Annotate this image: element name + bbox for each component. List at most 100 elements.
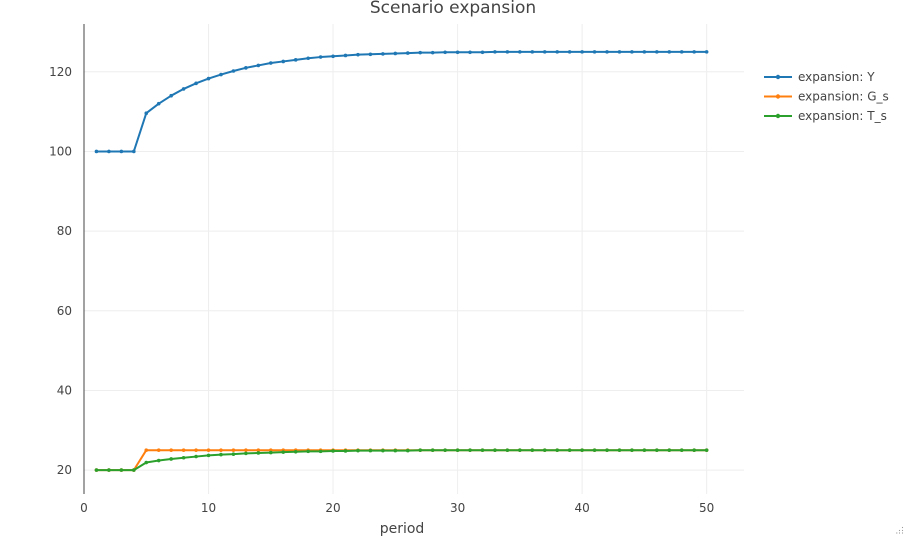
data-point[interactable] <box>405 51 410 55</box>
data-point[interactable] <box>692 448 696 452</box>
data-point[interactable] <box>518 50 522 54</box>
data-point[interactable] <box>194 448 198 452</box>
data-point[interactable] <box>244 451 248 456</box>
data-point[interactable] <box>567 50 572 54</box>
series-line[interactable] <box>96 449 707 472</box>
data-point[interactable] <box>119 149 124 154</box>
data-point[interactable] <box>169 93 173 98</box>
data-point[interactable] <box>169 448 173 452</box>
data-point[interactable] <box>231 69 236 73</box>
data-point[interactable] <box>580 448 584 452</box>
data-point[interactable] <box>268 61 273 65</box>
data-point[interactable] <box>293 58 298 62</box>
data-point[interactable] <box>692 50 696 54</box>
data-point[interactable] <box>169 457 173 461</box>
legend[interactable]: expansion: Y expansion: G_s expansion: T_s <box>764 70 889 123</box>
data-point[interactable] <box>555 448 560 452</box>
plot-area[interactable] <box>94 50 709 472</box>
data-point[interactable] <box>655 448 659 452</box>
data-point[interactable] <box>156 101 161 106</box>
data-point[interactable] <box>455 448 460 452</box>
data-point[interactable] <box>219 452 223 457</box>
data-point[interactable] <box>381 448 385 453</box>
data-point[interactable] <box>667 448 672 452</box>
data-point[interactable] <box>256 63 261 68</box>
data-point[interactable] <box>430 448 435 452</box>
data-point[interactable] <box>580 50 584 54</box>
data-point[interactable] <box>480 448 485 452</box>
data-point[interactable] <box>393 51 398 56</box>
data-point[interactable] <box>530 50 535 54</box>
series-3[interactable] <box>94 448 709 472</box>
data-point[interactable] <box>219 448 223 452</box>
data-point[interactable] <box>493 50 497 54</box>
data-point[interactable] <box>617 50 622 54</box>
data-point[interactable] <box>156 458 161 463</box>
data-point[interactable] <box>268 450 273 455</box>
data-point[interactable] <box>343 449 348 453</box>
data-point[interactable] <box>356 448 360 453</box>
data-point[interactable] <box>505 448 510 452</box>
data-point[interactable] <box>505 50 510 54</box>
data-point[interactable] <box>194 81 198 86</box>
data-point[interactable] <box>244 66 248 70</box>
data-point[interactable] <box>244 448 248 452</box>
data-point[interactable] <box>306 449 310 454</box>
data-point[interactable] <box>655 50 659 54</box>
data-point[interactable] <box>132 468 136 472</box>
data-point[interactable] <box>194 454 198 459</box>
data-point[interactable] <box>430 50 435 55</box>
data-point[interactable] <box>331 54 335 59</box>
data-point[interactable] <box>107 149 111 154</box>
legend-item[interactable]: expansion: Y <box>764 70 875 84</box>
resize-grip-icon[interactable] <box>896 526 904 534</box>
data-point[interactable] <box>94 149 99 154</box>
data-point[interactable] <box>704 50 709 54</box>
legend-item[interactable]: expansion: T_s <box>764 109 887 123</box>
data-point[interactable] <box>219 72 223 77</box>
data-point[interactable] <box>518 448 522 452</box>
data-point[interactable] <box>455 50 460 55</box>
data-point[interactable] <box>119 468 124 472</box>
data-point[interactable] <box>704 448 709 452</box>
data-point[interactable] <box>231 452 236 456</box>
data-point[interactable] <box>94 468 99 472</box>
data-point[interactable] <box>368 448 373 453</box>
data-point[interactable] <box>107 468 111 472</box>
data-point[interactable] <box>144 448 149 452</box>
data-point[interactable] <box>181 455 186 460</box>
data-point[interactable] <box>181 87 186 91</box>
data-point[interactable] <box>144 111 149 116</box>
data-point[interactable] <box>542 448 547 452</box>
data-point[interactable] <box>642 448 647 452</box>
data-point[interactable] <box>343 53 348 58</box>
data-point[interactable] <box>256 448 261 452</box>
data-point[interactable] <box>368 52 373 57</box>
data-point[interactable] <box>293 449 298 454</box>
data-point[interactable] <box>318 449 323 454</box>
data-point[interactable] <box>206 448 211 452</box>
data-point[interactable] <box>156 448 161 452</box>
data-point[interactable] <box>256 451 261 455</box>
series-line[interactable] <box>96 449 707 472</box>
data-point[interactable] <box>567 448 572 452</box>
data-point[interactable] <box>530 448 535 452</box>
series-line[interactable] <box>96 50 707 153</box>
data-point[interactable] <box>630 50 634 54</box>
data-point[interactable] <box>381 52 385 56</box>
data-point[interactable] <box>480 50 485 55</box>
data-point[interactable] <box>443 50 447 55</box>
data-point[interactable] <box>206 76 211 81</box>
data-point[interactable] <box>405 448 410 453</box>
data-point[interactable] <box>679 50 684 54</box>
data-point[interactable] <box>331 449 335 453</box>
data-point[interactable] <box>356 52 360 57</box>
data-point[interactable] <box>181 448 186 452</box>
series-2[interactable] <box>94 448 709 472</box>
data-point[interactable] <box>418 50 423 55</box>
legend-item[interactable]: expansion: G_s <box>764 90 889 104</box>
data-point[interactable] <box>132 149 136 154</box>
data-point[interactable] <box>306 56 310 61</box>
data-point[interactable] <box>318 55 323 59</box>
data-point[interactable] <box>443 448 447 452</box>
